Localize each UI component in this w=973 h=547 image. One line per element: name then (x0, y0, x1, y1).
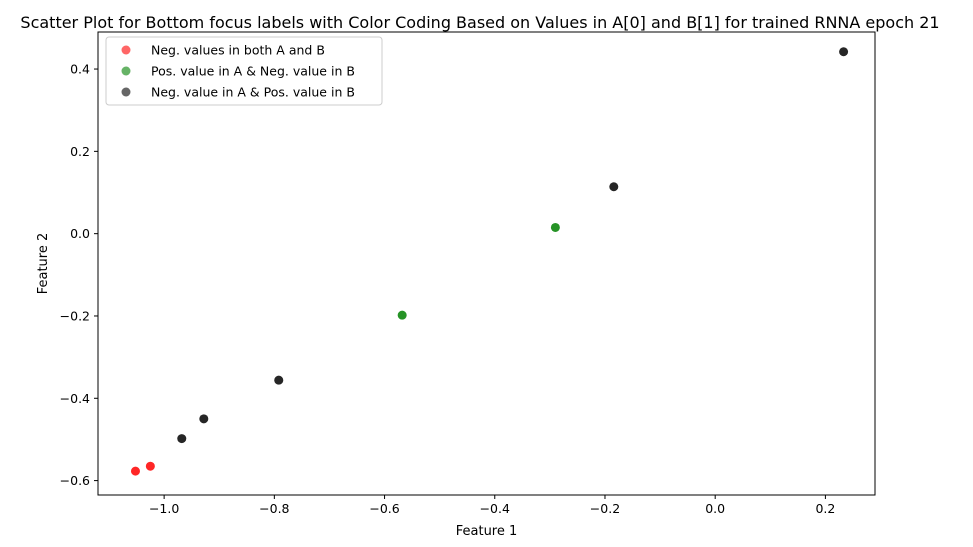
x-axis: −1.0 −0.8 −0.6 −0.4 −0.2 0.0 0.2 (149, 495, 835, 516)
x-tick-label: −0.6 (369, 501, 399, 516)
y-tick-label: −0.4 (60, 391, 90, 406)
scatter-point (130, 466, 140, 476)
legend-label: Neg. values in both A and B (151, 43, 325, 58)
scatter-point (199, 414, 209, 424)
y-axis: −0.6 −0.4 −0.2 0.0 0.2 0.4 (60, 62, 98, 488)
x-tick-label: 0.0 (705, 501, 725, 516)
chart-title: Scatter Plot for Bottom focus labels wit… (20, 13, 939, 32)
legend-marker (121, 66, 131, 76)
y-tick-label: 0.2 (70, 144, 90, 159)
x-tick-label: 0.2 (815, 501, 835, 516)
x-tick-label: −0.2 (590, 501, 620, 516)
scatter-point (274, 375, 284, 385)
y-tick-label: 0.0 (70, 226, 90, 241)
y-tick-label: 0.4 (70, 62, 90, 77)
plot-area (97, 31, 876, 496)
x-tick-label: −0.8 (259, 501, 289, 516)
x-tick-label: −0.4 (480, 501, 510, 516)
y-tick-label: −0.2 (60, 308, 90, 323)
legend-marker (121, 87, 131, 97)
legend-label: Pos. value in A & Neg. value in B (151, 64, 355, 79)
y-axis-label: Feature 2 (36, 233, 51, 295)
legend-box (105, 36, 383, 106)
legend-label: Neg. value in A & Pos. value in B (151, 85, 355, 100)
scatter-point (839, 47, 849, 57)
scatter-point (177, 434, 187, 444)
scatter-point (550, 222, 560, 232)
x-tick-label: −1.0 (149, 501, 179, 516)
data-points (130, 47, 849, 476)
scatter-point (397, 310, 407, 320)
scatter-point (145, 461, 155, 471)
y-tick-label: −0.6 (60, 473, 90, 488)
scatter-point (609, 182, 619, 192)
legend-marker (121, 45, 131, 55)
legend: Neg. values in both A and B Pos. value in… (105, 36, 383, 106)
x-axis-label: Feature 1 (456, 524, 518, 539)
